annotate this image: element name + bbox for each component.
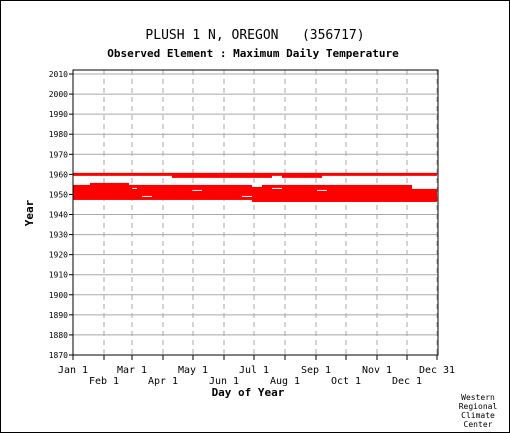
credit-line-2: Regional bbox=[459, 402, 498, 411]
y-tick-label: 1870 bbox=[49, 351, 68, 360]
y-tick-label: 1940 bbox=[49, 211, 68, 220]
y-axis-label: Year bbox=[23, 199, 36, 226]
x-tick-label: Nov 1 bbox=[362, 365, 392, 376]
data-segment bbox=[137, 186, 272, 190]
data-segment bbox=[73, 172, 437, 176]
x-tick-label: Mar 1 bbox=[117, 365, 147, 376]
x-tick-label: Jun 1 bbox=[209, 376, 239, 387]
x-axis-label: Day of Year bbox=[212, 386, 285, 399]
x-tick-label: Sep 1 bbox=[301, 365, 331, 376]
y-tick-label: 1900 bbox=[49, 291, 68, 300]
x-tick-label: Aug 1 bbox=[270, 376, 300, 387]
data-segment bbox=[282, 186, 412, 190]
y-tick-label: 1890 bbox=[49, 311, 68, 320]
y-tick-label: 1950 bbox=[49, 190, 68, 199]
data-segment bbox=[252, 198, 437, 202]
x-tick-label: Oct 1 bbox=[331, 376, 361, 387]
y-tick-label: 2010 bbox=[49, 70, 68, 79]
x-tick-label: May 1 bbox=[178, 365, 208, 376]
credit-line-4: Center bbox=[464, 420, 493, 429]
data-segment bbox=[73, 190, 437, 194]
chart-subtitle: Observed Element : Maximum Daily Tempera… bbox=[107, 47, 399, 60]
y-tick-label: 1970 bbox=[49, 150, 68, 159]
x-tick-label: Jul 1 bbox=[239, 365, 269, 376]
data-segment bbox=[73, 184, 252, 188]
y-tick-label: 1990 bbox=[49, 110, 68, 119]
data-segment bbox=[73, 194, 142, 198]
y-tick-label: 1960 bbox=[49, 170, 68, 179]
x-tick-label: Feb 1 bbox=[89, 376, 119, 387]
x-tick-label: Dec 1 bbox=[392, 376, 422, 387]
y-tick-label: 1910 bbox=[49, 271, 68, 280]
data-segment bbox=[73, 196, 437, 200]
y-tick-label: 1880 bbox=[49, 331, 68, 340]
y-tick-label: 2000 bbox=[49, 90, 68, 99]
y-tick-label: 1930 bbox=[49, 231, 68, 240]
data-segment bbox=[282, 174, 322, 178]
y-axis-ticks: 1870 1880 1890 1900 1910 1920 1930 1940 1950 1960… bbox=[49, 70, 73, 360]
plot-area-border bbox=[72, 69, 439, 356]
credit-line-3: Climate bbox=[461, 411, 495, 420]
data-segment bbox=[90, 182, 129, 186]
data-layer bbox=[73, 172, 437, 202]
data-segment bbox=[172, 174, 272, 178]
x-tick-label: Dec 31 bbox=[419, 365, 455, 376]
credit-line-1: Western bbox=[461, 393, 495, 402]
x-tick-label: Apr 1 bbox=[148, 376, 178, 387]
data-segment bbox=[152, 194, 242, 198]
data-segment bbox=[73, 192, 437, 196]
data-segment bbox=[327, 188, 437, 192]
grid-lines bbox=[73, 70, 438, 356]
chart-title: PLUSH 1 N, OREGON (356717) bbox=[145, 28, 364, 43]
data-segment bbox=[252, 194, 437, 198]
y-tick-label: 1920 bbox=[49, 251, 68, 260]
data-segment bbox=[73, 188, 192, 192]
credit-block: Western Regional Climate Center bbox=[459, 393, 498, 429]
y-tick-label: 1980 bbox=[49, 130, 68, 139]
data-segment bbox=[262, 184, 412, 188]
data-segment bbox=[73, 186, 132, 190]
data-segment bbox=[202, 188, 317, 192]
x-tick-label: Jan 1 bbox=[58, 365, 88, 376]
